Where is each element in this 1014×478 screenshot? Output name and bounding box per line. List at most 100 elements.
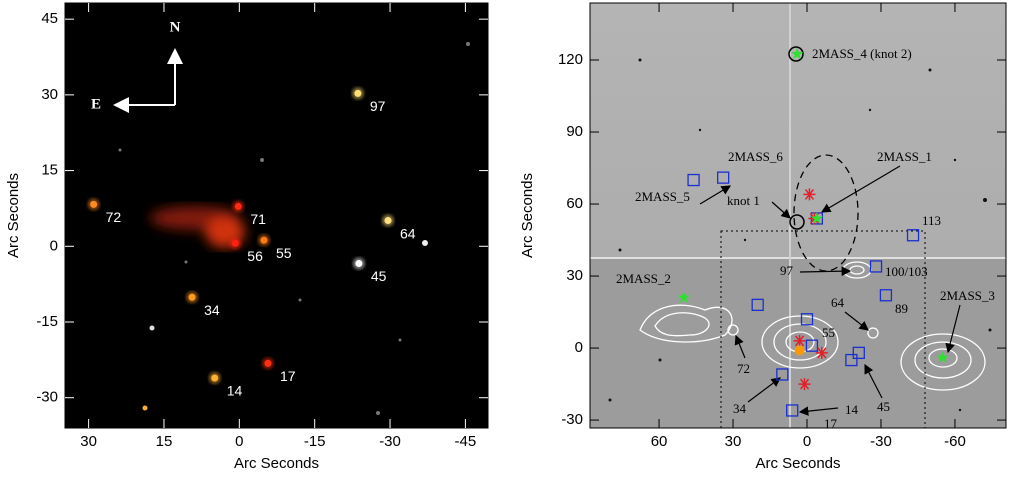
x-tick-label: 60 [651, 433, 668, 450]
square-marker [845, 353, 858, 367]
arrows [699, 165, 961, 416]
annotation: 34 [733, 401, 747, 416]
source-label: 34 [204, 302, 220, 318]
annotation: knot 1 [727, 193, 760, 208]
source-label: 71 [250, 211, 266, 227]
north-label: N [170, 19, 181, 35]
x-axis-label: Arc Seconds [755, 455, 840, 472]
left-frame [64, 2, 489, 429]
square-marker [869, 260, 883, 273]
y-tick-label: 30 [41, 86, 58, 103]
source [234, 202, 242, 210]
square-marker [786, 404, 799, 417]
x-tick-label: 30 [725, 433, 742, 450]
annotation: 97 [780, 263, 794, 278]
source [90, 200, 98, 208]
square-marker [717, 171, 730, 184]
source-label: 45 [371, 268, 387, 284]
source-label: 64 [400, 225, 416, 241]
source [354, 89, 362, 97]
annotation: 2MASS_1 [877, 149, 932, 164]
annotation: 89 [895, 301, 908, 316]
y-axis-label: Arc Seconds [519, 173, 536, 258]
source-label: 72 [106, 209, 122, 225]
source-label: 55 [276, 245, 292, 261]
square-marker [751, 298, 764, 312]
source [355, 259, 363, 267]
x-tick-label: 15 [156, 433, 173, 450]
annotation: 14 [845, 402, 859, 417]
y-tick-label: 90 [566, 123, 583, 140]
x-tick-label: -15 [304, 433, 326, 450]
source-label: 17 [280, 368, 296, 384]
annotation: 100/103 [885, 264, 928, 279]
zoom-box [720, 230, 926, 429]
y-tick-label: -15 [36, 313, 58, 330]
x-axis-label: Arc Seconds [234, 455, 319, 472]
source [211, 374, 219, 382]
dot-marker [794, 345, 805, 356]
compass [113, 48, 183, 113]
square-marker [852, 346, 865, 360]
y-tick-label: 0 [50, 237, 58, 254]
square-marker [879, 289, 893, 302]
x-tick-label: -30 [870, 433, 892, 450]
y-tick-label: -30 [561, 411, 583, 428]
x-tick-label: -45 [455, 433, 477, 450]
plot-content: 30 15 0 -15 -30 -45 -30 -15 0 15 30 45 Arc Seconds Ar… [5, 3, 1006, 472]
annotation: 64 [831, 295, 845, 310]
y-tick-label: 30 [566, 267, 583, 284]
source [384, 217, 392, 225]
star-marker [677, 291, 690, 303]
annotation: 17 [824, 416, 838, 431]
source-label: 14 [227, 383, 243, 399]
annotation: 2MASS_4 (knot 2) [812, 46, 912, 61]
y-axis-label: Arc Seconds [5, 173, 22, 258]
square-marker [687, 173, 700, 187]
square-marker [906, 229, 920, 242]
star-marker [936, 351, 949, 363]
right-frame [589, 2, 1007, 429]
annotation: 45 [877, 399, 890, 414]
annotation: 113 [922, 213, 941, 228]
star-marker [810, 211, 824, 224]
source-label: 56 [247, 248, 263, 264]
source-label: 97 [370, 98, 386, 114]
annotation: 55 [822, 325, 835, 340]
x-tick-label: 30 [80, 433, 97, 450]
field-stars [608, 58, 992, 412]
annotation: 72 [737, 361, 750, 376]
asterisk-marker [798, 378, 811, 391]
x-tick-label: 0 [235, 433, 243, 450]
y-tick-label: -30 [36, 389, 58, 406]
x-tick-label: 0 [803, 433, 811, 450]
left-image [65, 3, 488, 428]
annotation: 2MASS_2 [616, 271, 671, 286]
asterisk-marker [803, 188, 816, 201]
square-marker [805, 339, 819, 352]
y-tick-label: 15 [41, 162, 58, 179]
knot-circle [788, 46, 804, 62]
annotation: 2MASS_5 [635, 189, 690, 204]
source [231, 239, 239, 247]
square-marker [800, 313, 814, 326]
asterisk-marker [793, 334, 806, 347]
annotation: 2MASS_3 [940, 288, 995, 303]
star-marker [790, 47, 804, 60]
y-tick-label: 120 [558, 51, 583, 68]
source [260, 236, 268, 244]
y-tick-label: 0 [575, 339, 583, 356]
y-tick-label: 45 [41, 10, 58, 27]
x-tick-label: -30 [379, 433, 401, 450]
asterisk-marker [815, 346, 828, 359]
knot-circle [789, 214, 805, 230]
source [264, 359, 272, 367]
east-label: E [91, 96, 101, 112]
source [188, 293, 196, 301]
x-tick-label: -60 [944, 433, 966, 450]
faint-stars [118, 42, 470, 415]
y-tick-label: 60 [566, 195, 583, 212]
annotation: 2MASS_6 [728, 149, 783, 164]
